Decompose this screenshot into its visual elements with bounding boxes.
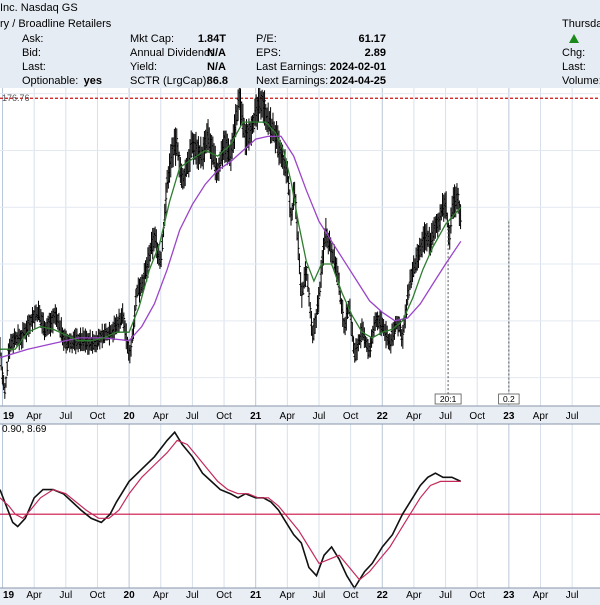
x-axis-strip-top (0, 406, 600, 424)
x-tick-label: Apr (26, 411, 42, 422)
x-tick-label: 20 (124, 411, 136, 422)
chart-svg: 19 19 Apr Apr Jul Jul Oct Oct 20 20 Apr Apr Jul Jul Oc… (0, 86, 600, 601)
volume-label: Volume: (562, 75, 600, 87)
x-tick-label-bottom: Jul (313, 590, 326, 600)
price-panel-bg (0, 88, 600, 406)
x-tick-label-bottom: Oct (469, 590, 485, 600)
x-tick-label: Apr (533, 411, 549, 422)
dividend-value: N/A (207, 47, 226, 59)
x-tick-label-bottom: Oct (216, 590, 232, 600)
yield-label: Yield: (130, 61, 158, 73)
x-tick-label: Oct (343, 411, 359, 422)
x-tick-label: 19 (3, 411, 15, 422)
right-last-label: Last: (562, 61, 586, 73)
oscillator-panel-bg (0, 424, 600, 588)
mkt-cap-label: Mkt Cap: (130, 33, 175, 45)
x-tick-label: Jul (566, 411, 579, 422)
x-tick-label: Jul (59, 411, 72, 422)
x-tick-label-bottom: Apr (533, 590, 549, 600)
oscillator-signal-line (0, 439, 461, 581)
pe-label: P/E: (256, 33, 277, 45)
last-earnings-label: Last Earnings: (256, 61, 327, 73)
x-tick-label-bottom: Jul (566, 590, 579, 600)
eps-label: EPS: (256, 47, 282, 59)
x-tick-label: Apr (153, 411, 169, 422)
x-tick-label-bottom: Oct (90, 590, 106, 600)
x-tick-label: Oct (469, 411, 485, 422)
next-earnings-value: 2024-04-25 (329, 75, 386, 87)
sctr-label: SCTR (LrgCap): (130, 75, 210, 87)
mkt-cap-value: 1.84T (197, 33, 226, 45)
chart-area: 19 19 Apr Apr Jul Jul Oct Oct 20 20 Apr Apr Jul Jul Oc… (0, 86, 600, 601)
x-tick-label: Oct (90, 411, 106, 422)
chg-label: Chg: (562, 47, 586, 59)
x-tick-label: Oct (216, 411, 232, 422)
x-tick-label: Apr (406, 411, 422, 422)
x-tick-label: 21 (250, 411, 262, 422)
exchange-line: Inc. Nasdaq GS (0, 2, 78, 14)
split-marker-label: 0.2 (503, 394, 515, 404)
sector-line: ry / Broadline Retailers (0, 18, 112, 30)
oscillator-line (0, 430, 462, 590)
x-tick-label-bottom: Jul (439, 590, 452, 600)
x-tick-label-bottom: Apr (280, 590, 296, 600)
yield-value: N/A (207, 61, 226, 73)
last-label: Last: (22, 61, 46, 73)
x-tick-label-bottom: Oct (343, 590, 359, 600)
split-marker-label: 20:1 (440, 394, 457, 404)
x-tick-label: Jul (186, 411, 199, 422)
x-tick-label: Jul (313, 411, 326, 422)
x-tick-label-bottom: Apr (26, 590, 42, 600)
quote-header: Inc. Nasdaq GS ry / Broadline Retailers … (0, 0, 600, 88)
resistance-label: 176.76 (2, 93, 30, 103)
x-tick-label: 23 (503, 411, 515, 422)
day-label: Thursday (562, 18, 600, 30)
x-tick-label-bottom: 21 (250, 590, 262, 600)
x-tick-label-bottom: Jul (186, 590, 199, 600)
x-tick-label: 22 (377, 411, 389, 422)
last-earnings-value: 2024-02-01 (329, 61, 386, 73)
eps-value: 2.89 (364, 47, 386, 59)
dividend-label: Annual Dividend: (130, 47, 214, 59)
ma-long-line (0, 135, 462, 359)
x-axis-strip-bottom (0, 588, 600, 600)
sctr-value: 86.8 (206, 75, 228, 87)
x-tick-label: Jul (439, 411, 452, 422)
optionable-value: yes (83, 75, 102, 87)
x-tick-label-bottom: 19 (3, 590, 15, 600)
split-marker-box (498, 393, 520, 405)
x-tick-label-bottom: Jul (59, 590, 72, 600)
pe-value: 61.17 (358, 33, 386, 45)
up-triangle-icon (569, 34, 579, 43)
x-tick-label-bottom: Apr (153, 590, 169, 600)
split-marker-box (434, 393, 462, 405)
x-tick-label: Apr (280, 411, 296, 422)
x-tick-label-bottom: 23 (503, 590, 515, 600)
x-tick-label-bottom: 20 (124, 590, 136, 600)
ma-short-line (0, 121, 462, 350)
oscillator-label: 0.90, 8.69 (2, 424, 47, 435)
x-tick-label-bottom: Apr (406, 590, 422, 600)
optionable-label: Optionable: (22, 75, 79, 87)
next-earnings-label: Next Earnings: (256, 75, 329, 87)
ask-label: Ask: (22, 33, 44, 45)
x-tick-label-bottom: 22 (377, 590, 389, 600)
bid-label: Bid: (22, 47, 41, 59)
